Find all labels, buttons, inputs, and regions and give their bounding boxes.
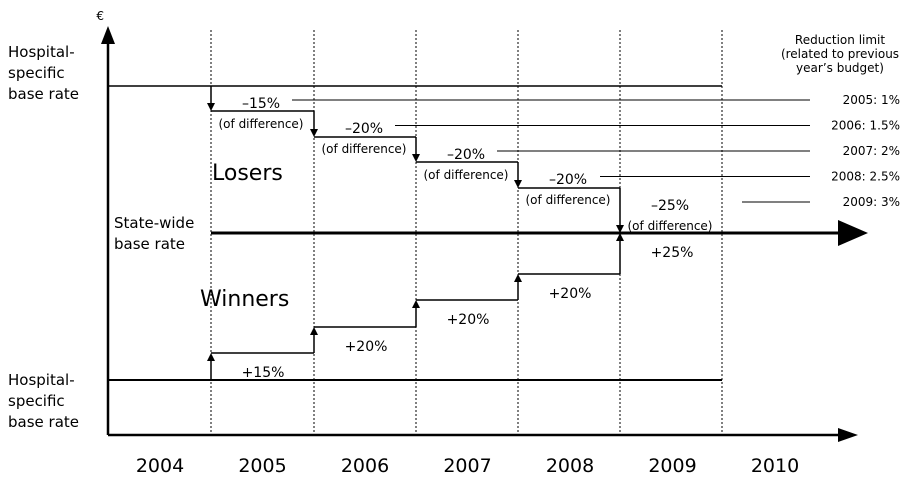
limit-item: 2008: 2.5% — [831, 170, 900, 184]
year-label: 2004 — [136, 455, 184, 476]
loser-change: –25% — [651, 198, 689, 214]
top-rate-label: specific — [8, 64, 65, 82]
year-label: 2007 — [443, 455, 491, 476]
year-label: 2008 — [546, 455, 594, 476]
loser-note: (of difference) — [628, 219, 713, 233]
year-label: 2009 — [648, 455, 696, 476]
winners-label: Winners — [200, 287, 289, 312]
loser-change: –20% — [447, 147, 485, 163]
loser-note: (of difference) — [526, 193, 611, 207]
limit-item: 2006: 1.5% — [831, 119, 900, 133]
limit-item: 2005: 1% — [843, 93, 900, 107]
bottom-rate-label: base rate — [8, 413, 79, 431]
y-arrow — [101, 26, 115, 44]
losers-label: Losers — [212, 161, 283, 186]
year-label: 2005 — [238, 455, 286, 476]
loser-note: (of difference) — [219, 117, 304, 131]
top-rate-label: Hospital- — [8, 43, 75, 61]
limit-title: Reduction limit — [795, 33, 885, 47]
loser-change: –15% — [242, 96, 280, 112]
year-label: 2006 — [341, 455, 389, 476]
state-arrow — [838, 220, 868, 246]
limit-item: 2007: 2% — [843, 144, 900, 158]
loser-note: (of difference) — [322, 142, 407, 156]
y-unit: € — [96, 9, 104, 23]
winner-change: +20% — [345, 339, 388, 355]
winner-change: +20% — [447, 312, 490, 328]
year-label: 2010 — [751, 455, 799, 476]
loser-note: (of difference) — [424, 168, 509, 182]
bottom-rate-label: specific — [8, 392, 65, 410]
state-rate-label: base rate — [114, 235, 185, 253]
bottom-rate-label: Hospital- — [8, 371, 75, 389]
winner-change: +25% — [651, 245, 694, 261]
x-arrow — [838, 428, 858, 442]
limit-title: year’s budget) — [796, 61, 884, 75]
loser-change: –20% — [549, 172, 587, 188]
loser-change: –20% — [345, 121, 383, 137]
winner-change: +15% — [242, 365, 285, 381]
limit-item: 2009: 3% — [843, 195, 900, 209]
top-rate-label: base rate — [8, 85, 79, 103]
state-rate-label: State-wide — [114, 214, 194, 232]
limit-title: (related to previous — [781, 47, 899, 61]
winner-change: +20% — [549, 286, 592, 302]
